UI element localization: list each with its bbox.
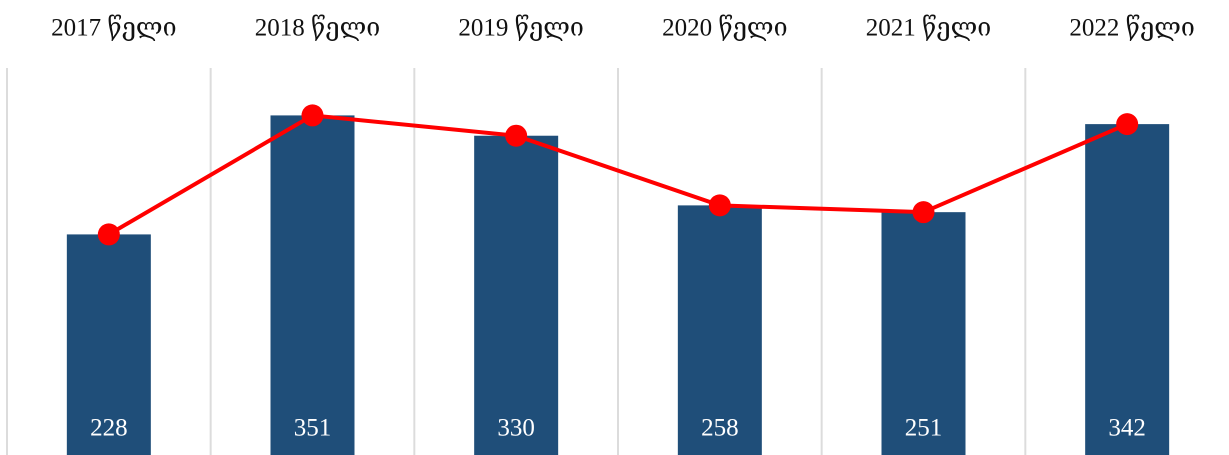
bar	[881, 212, 966, 455]
bar	[66, 234, 151, 455]
category-label: 2020 წელი	[662, 15, 787, 42]
category-label: 2022 წელი	[1069, 15, 1194, 42]
category-label: 2019 წელი	[458, 15, 583, 42]
category-label: 2018 წელი	[255, 15, 380, 42]
category-label: 2017 წელი	[51, 15, 176, 42]
category-label: 2021 წელი	[866, 15, 991, 42]
value-label: 342	[1108, 415, 1146, 442]
trend-marker	[301, 104, 324, 127]
trend-marker	[97, 223, 120, 246]
bar	[1085, 124, 1170, 455]
bar	[270, 115, 355, 455]
bar	[677, 205, 762, 455]
bar	[474, 135, 559, 455]
trend-marker	[912, 201, 935, 224]
value-label: 351	[294, 415, 332, 442]
trend-line	[107, 113, 1128, 237]
trend-marker	[708, 194, 731, 217]
value-label: 330	[497, 415, 535, 442]
value-label: 258	[701, 415, 739, 442]
value-label: 251	[905, 415, 943, 442]
value-label: 228	[90, 415, 128, 442]
trend-marker	[1116, 113, 1139, 136]
trend-marker	[505, 124, 528, 147]
